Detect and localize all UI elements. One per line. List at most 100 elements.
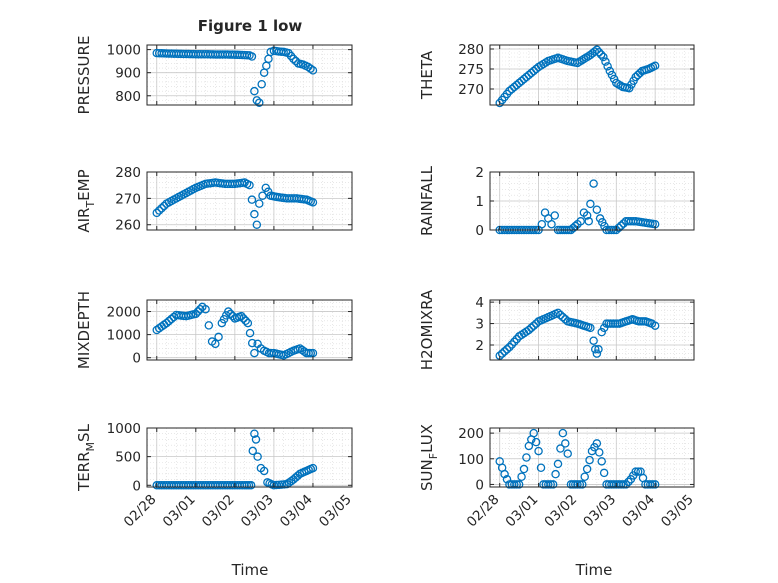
data-point [272, 46, 281, 56]
data-point [561, 439, 570, 448]
data-point [233, 481, 242, 490]
data-point [169, 195, 179, 204]
panel-mixdepth: 0 1000 2000 MIXDEPTH [75, 291, 353, 369]
data-point [308, 66, 318, 75]
data-point [234, 312, 244, 322]
data-point [568, 223, 578, 233]
y-axis-label: RAINFALL [418, 165, 436, 236]
data-point [174, 49, 183, 59]
data-point [214, 332, 223, 342]
data-point [259, 466, 269, 476]
data-point [179, 190, 188, 199]
data-point [582, 464, 592, 474]
data-point [527, 323, 536, 333]
data-point [589, 179, 598, 188]
data-point [505, 342, 514, 352]
x-tick-label: 03/02 [199, 492, 238, 531]
data-point [558, 312, 568, 322]
y-tick-label: 280 [458, 42, 484, 58]
data-point [264, 54, 273, 64]
data-point [614, 480, 623, 489]
data-point [184, 481, 193, 490]
y-tick-label: 260 [115, 218, 141, 234]
data-point [638, 473, 648, 483]
y-tick-label: 1 [475, 194, 484, 210]
data-point [583, 322, 593, 332]
data-point [551, 469, 560, 479]
data-point [497, 349, 507, 358]
data-point [619, 219, 628, 228]
data-point [594, 47, 604, 57]
y-axis-label: PRESSURE [75, 36, 93, 115]
data-point [577, 56, 586, 65]
data-point [262, 347, 271, 357]
data-point [512, 480, 521, 489]
data-point [575, 480, 585, 489]
y-axis-label: AIRTEMP [75, 169, 97, 232]
data-point [239, 314, 248, 323]
data-point [589, 336, 598, 345]
data-point [255, 98, 264, 107]
data-point [247, 52, 257, 61]
data-point [252, 96, 262, 105]
y-tick-label: 100 [458, 452, 484, 468]
data-point [502, 345, 512, 354]
y-tick-label: 500 [115, 450, 141, 466]
data-point [624, 217, 633, 226]
data-point [599, 52, 608, 62]
data-point [195, 304, 205, 314]
y-tick-label: 2 [475, 338, 484, 354]
axes-box [146, 44, 353, 106]
y-tick-label: 0 [132, 351, 141, 367]
data-point [502, 475, 512, 484]
data-point [223, 50, 232, 59]
data-point [576, 217, 585, 226]
y-tick-label: 275 [458, 62, 484, 78]
y-tick-label: 270 [458, 82, 484, 98]
data-point [590, 442, 599, 452]
data-point [510, 82, 519, 92]
data-point [558, 428, 568, 438]
data-point [258, 191, 267, 200]
y-tick-label: 1000 [107, 421, 141, 437]
data-point [596, 50, 606, 59]
data-point [537, 219, 547, 229]
data-point [245, 328, 255, 338]
data-point [237, 50, 247, 60]
figure-title: Figure 1 low [198, 17, 303, 35]
data-point [167, 314, 176, 324]
axes-box [146, 171, 353, 231]
data-point [547, 219, 556, 229]
data-point [541, 480, 551, 489]
data-point [244, 481, 254, 490]
data-point [586, 199, 595, 209]
data-point [184, 49, 193, 59]
data-point [291, 473, 300, 482]
data-point [597, 457, 606, 466]
data-point [507, 340, 517, 349]
x-tick-label: 03/05 [658, 492, 697, 531]
data-point [531, 437, 541, 447]
data-point [605, 66, 615, 76]
data-point [590, 345, 600, 354]
data-point [285, 194, 294, 203]
data-point [241, 316, 250, 326]
data-point [502, 89, 512, 99]
data-point [164, 481, 174, 490]
data-point [551, 309, 560, 319]
y-tick-label: 2000 [107, 305, 141, 321]
data-point [306, 64, 315, 73]
data-point [648, 62, 658, 72]
y-tick-label: 900 [115, 66, 141, 82]
data-point [280, 480, 289, 489]
y-tick-label: 3 [475, 317, 484, 333]
data-point [571, 480, 580, 489]
data-point [193, 49, 203, 59]
data-point [193, 307, 203, 316]
y-axis-label: THETA [418, 50, 436, 100]
data-point [293, 471, 303, 480]
axes-box [489, 44, 695, 106]
data-point [609, 74, 619, 84]
y-tick-label: 0 [475, 223, 484, 239]
data-point [296, 59, 305, 69]
